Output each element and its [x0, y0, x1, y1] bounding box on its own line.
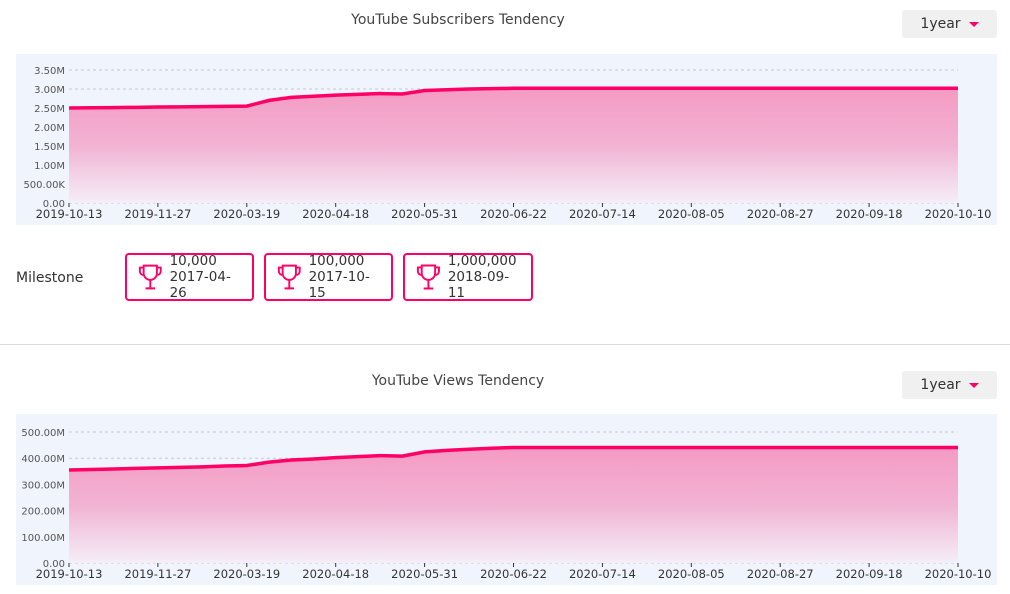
series-line: [68, 86, 958, 110]
x-tick-label: 2020-09-18: [836, 207, 903, 221]
x-tick-label: 2020-08-27: [747, 207, 814, 221]
y-tick-label: 400.00M: [21, 454, 65, 465]
x-tick-label: 2020-08-05: [658, 567, 725, 581]
x-tick-label: 2020-05-31: [391, 567, 458, 581]
milestone-date: 2017-10-15: [308, 269, 370, 301]
x-tick-label: 2020-10-10: [925, 207, 992, 221]
views-range-dropdown[interactable]: 1year: [902, 371, 997, 399]
series-area: [69, 447, 958, 563]
y-tick-label: 200.00M: [21, 507, 65, 518]
range-label: 1year: [920, 16, 961, 32]
milestone-date: 2017-04-26: [169, 269, 231, 301]
y-tick-label: 1.00M: [34, 161, 65, 172]
trophy-icon: [138, 264, 162, 290]
y-tick-label: 100.00M: [21, 533, 65, 544]
series-area: [69, 88, 958, 203]
y-tick-label: 3.50M: [34, 66, 65, 77]
x-tick-label: 2020-07-14: [569, 567, 636, 581]
caret-down-icon: [968, 21, 979, 27]
milestone-count: 10,000: [169, 253, 217, 269]
x-tick-label: 2020-06-22: [480, 207, 547, 221]
x-tick-label: 2020-09-18: [836, 567, 903, 581]
milestone-date: 2018-09-11: [447, 269, 510, 301]
range-label: 1year: [920, 377, 961, 393]
y-tick-label: 500.00K: [23, 180, 65, 191]
x-tick-label: 2020-05-31: [391, 207, 458, 221]
x-tick-label: 2019-10-13: [36, 567, 103, 581]
y-tick-label: 0.00: [43, 199, 65, 210]
milestone-count: 100,000: [308, 253, 365, 269]
x-tick-label: 2019-10-13: [36, 207, 103, 221]
milestone-badge: 100,000 2017-10-15: [264, 253, 393, 301]
x-tick-label: 2020-04-18: [302, 207, 369, 221]
trophy-icon: [277, 264, 301, 290]
x-tick-label: 2020-07-14: [569, 207, 636, 221]
y-tick-label: 500.00M: [21, 428, 65, 439]
milestone-badge: 1,000,000 2018-09-11: [403, 253, 533, 301]
x-tick-label: 2020-10-10: [925, 567, 992, 581]
x-tick-label: 2020-08-27: [747, 567, 814, 581]
trophy-icon: [416, 264, 440, 290]
x-tick-label: 2020-08-05: [658, 207, 725, 221]
views-chart-title: YouTube Views Tendency: [371, 373, 545, 389]
milestone-badge: 10,000 2017-04-26: [125, 253, 254, 301]
y-tick-label: 2.50M: [34, 104, 65, 115]
y-tick-label: 300.00M: [21, 480, 65, 491]
x-tick-label: 2019-11-27: [124, 567, 191, 581]
y-tick-label: 0.00: [43, 559, 65, 570]
x-tick-label: 2020-06-22: [480, 567, 547, 581]
milestone-count: 1,000,000: [447, 253, 517, 269]
x-tick-label: 2020-04-18: [302, 567, 369, 581]
subscribers-range-dropdown[interactable]: 1year: [902, 10, 997, 38]
x-tick-label: 2019-11-27: [124, 207, 191, 221]
subscribers-chart-title: YouTube Subscribers Tendency: [351, 12, 565, 28]
x-tick-label: 2020-03-19: [213, 207, 280, 221]
y-tick-label: 2.00M: [34, 123, 65, 134]
y-tick-label: 3.00M: [34, 85, 65, 96]
x-tick-label: 2020-03-19: [213, 567, 280, 581]
y-tick-label: 1.50M: [34, 142, 65, 153]
section-divider: [0, 344, 1010, 345]
milestone-label: Milestone: [16, 270, 84, 286]
caret-down-icon: [968, 382, 979, 388]
series-line: [68, 445, 958, 472]
views-chart: 0.00 100.00M 200.00M 300.00M 400.00M 500.00M 2…: [16, 414, 997, 585]
subscribers-chart: 0.00 500.00K 1.00M 1.50M 2.00M 2.50M 3.00M 3.50…: [16, 54, 997, 225]
